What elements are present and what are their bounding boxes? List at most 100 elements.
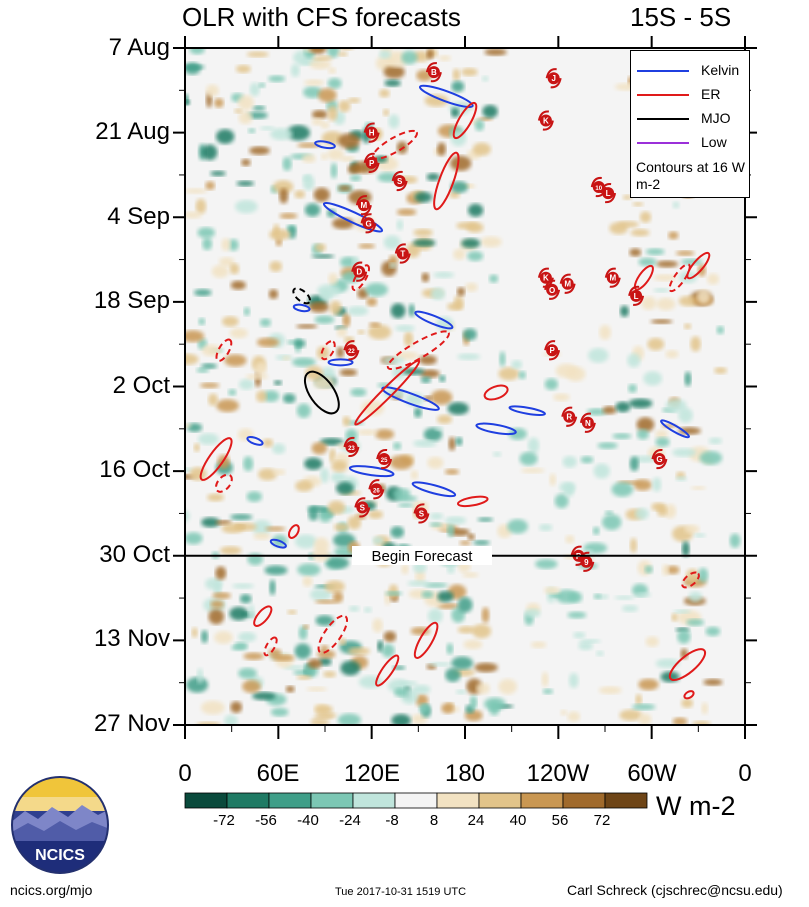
- olr-anomaly-cell: [337, 713, 361, 725]
- olr-anomaly-cell: [612, 433, 632, 440]
- olr-anomaly-cell: [446, 564, 455, 574]
- storm-icon: [357, 199, 370, 212]
- olr-anomaly-cell: [604, 510, 614, 515]
- olr-anomaly-cell: [701, 702, 709, 715]
- olr-anomaly-cell: [437, 142, 446, 156]
- olr-anomaly-cell: [415, 694, 429, 707]
- wave-contour: [411, 481, 457, 498]
- olr-anomaly-cell: [508, 427, 527, 440]
- wave-contour: [246, 435, 264, 446]
- storm-label: G: [656, 455, 662, 464]
- olr-anomaly-cell: [446, 643, 454, 655]
- colorbar-label: -40: [297, 812, 319, 829]
- olr-anomaly-cell: [708, 437, 723, 445]
- storm-label: K: [543, 117, 549, 126]
- olr-anomaly-cell: [656, 297, 676, 311]
- wave-contour: [413, 621, 439, 659]
- olr-anomaly-cell: [457, 597, 473, 613]
- storm-icon: [365, 126, 378, 139]
- olr-anomaly-cell: [382, 356, 405, 365]
- olr-anomaly-cell: [481, 75, 489, 82]
- y-tick-label: 16 Oct: [99, 456, 170, 483]
- olr-anomaly-cell: [617, 221, 639, 228]
- wave-contour: [199, 437, 233, 481]
- olr-anomaly-cell: [269, 228, 291, 241]
- olr-anomaly-cell: [418, 355, 437, 365]
- olr-anomaly-cell: [394, 325, 415, 332]
- olr-anomaly-cell: [633, 479, 652, 491]
- olr-anomaly-cell: [207, 493, 225, 502]
- wave-contour: [683, 690, 695, 700]
- storm-icon: [393, 174, 406, 187]
- storm-tail: [391, 170, 408, 192]
- olr-anomaly-cell: [282, 393, 296, 404]
- olr-anomaly-cell: [252, 691, 276, 701]
- olr-anomaly-cell: [268, 75, 286, 83]
- olr-anomaly-cell: [678, 295, 699, 307]
- olr-anomaly-cell: [562, 455, 577, 468]
- olr-anomaly-cell: [314, 704, 333, 715]
- olr-anomaly-cell: [309, 48, 327, 55]
- olr-anomaly-cell: [311, 442, 328, 455]
- x-tick-label: 120E: [343, 760, 401, 787]
- olr-anomaly-cell: [564, 483, 575, 497]
- olr-anomaly-cell: [593, 463, 610, 479]
- colorbar-label: -8: [385, 812, 399, 829]
- olr-anomaly-cell: [665, 399, 687, 413]
- olr-anomaly-cell: [333, 523, 349, 531]
- olr-anomaly-cell: [665, 350, 679, 359]
- olr-anomaly-cell: [714, 367, 728, 374]
- olr-anomaly-cell: [631, 703, 656, 711]
- storm-tail: [537, 110, 554, 131]
- olr-anomaly-cell: [401, 50, 418, 65]
- olr-anomaly-cell: [197, 227, 216, 238]
- olr-anomaly-cell: [628, 398, 653, 409]
- storm-label: 26: [373, 488, 380, 494]
- olr-anomaly-cell: [339, 638, 346, 646]
- olr-anomaly-cell: [249, 146, 270, 155]
- olr-anomaly-cell: [672, 448, 697, 457]
- colorbar-units: W m-2: [656, 791, 736, 821]
- olr-anomaly-cell: [484, 48, 507, 56]
- olr-anomaly-cell: [238, 111, 253, 125]
- olr-anomaly-cell: [372, 618, 383, 633]
- footer-timestamp: Tue 2017-10-31 1519 UTC: [335, 886, 467, 898]
- olr-anomaly-cell: [729, 533, 741, 548]
- olr-anomaly-cell: [238, 667, 257, 679]
- olr-anomaly-cell: [315, 615, 334, 626]
- olr-anomaly-cell: [191, 627, 198, 638]
- olr-anomaly-cell: [282, 355, 291, 361]
- olr-anomaly-cell: [621, 605, 639, 612]
- legend-entry-mjo: MJO: [631, 109, 749, 129]
- olr-anomaly-cell: [544, 378, 559, 391]
- olr-anomaly-cell: [342, 416, 351, 427]
- olr-anomaly-cell: [268, 289, 279, 300]
- olr-anomaly-cell: [655, 437, 670, 447]
- olr-anomaly-cell: [270, 707, 289, 717]
- olr-anomaly-cell: [602, 514, 622, 531]
- storm-icon: [539, 271, 552, 284]
- colorbar-swatch: [394, 792, 438, 809]
- olr-anomaly-cell: [193, 443, 200, 452]
- olr-anomaly-cell: [296, 324, 318, 329]
- storm-label: J: [551, 74, 555, 83]
- olr-anomaly-cell: [619, 709, 643, 721]
- olr-anomaly-cell: [265, 526, 286, 532]
- olr-anomaly-cell: [219, 257, 235, 267]
- olr-anomaly-cell: [327, 500, 346, 515]
- storm-icon: [396, 247, 409, 260]
- olr-anomaly-cell: [410, 470, 419, 480]
- storm-label: B: [431, 68, 437, 77]
- colorbar-label: -72: [213, 812, 235, 829]
- olr-anomaly-cell: [309, 588, 332, 601]
- olr-anomaly-cell: [327, 77, 342, 89]
- footer-website[interactable]: ncics.org/mjo: [10, 882, 93, 898]
- wave-contour: [686, 251, 711, 280]
- olr-anomaly-cell: [269, 260, 283, 272]
- storm-icon: [427, 66, 440, 79]
- olr-anomaly-cell: [664, 504, 677, 519]
- olr-anomaly-cell: [396, 219, 404, 231]
- olr-anomaly-cell: [326, 208, 336, 218]
- storm-icon: [580, 555, 593, 568]
- olr-anomaly-cell: [375, 428, 395, 440]
